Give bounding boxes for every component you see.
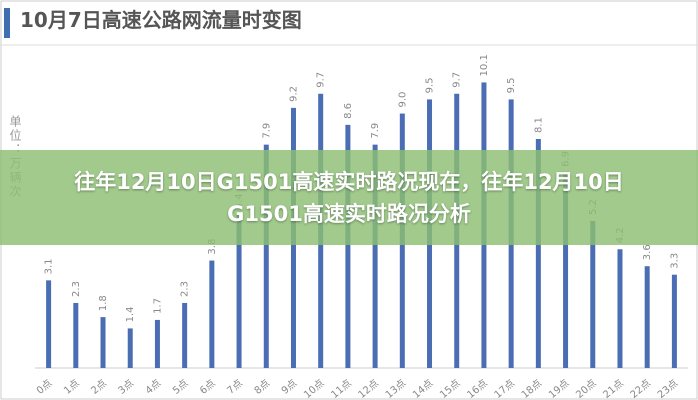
chart-title: 10月7日高速公路网流量时变图	[20, 8, 302, 32]
bar	[182, 302, 188, 368]
value-label: 3.3	[669, 253, 680, 269]
bar	[535, 138, 541, 368]
bar	[372, 144, 378, 368]
value-label: 2.3	[180, 281, 191, 297]
value-label: 10.1	[479, 54, 490, 76]
bar	[671, 274, 677, 368]
bar	[100, 317, 106, 368]
value-label: 9.0	[397, 92, 408, 108]
bar	[644, 266, 650, 368]
value-label: 3.6	[642, 244, 653, 260]
bar	[46, 280, 52, 368]
value-label: 1.8	[98, 295, 109, 311]
value-label: 7.9	[261, 123, 272, 139]
bar	[563, 172, 569, 368]
title-accent	[4, 8, 10, 38]
value-label: 3.1	[44, 258, 55, 274]
bar	[590, 220, 596, 368]
value-label: 8.6	[343, 103, 354, 119]
value-label: 8.1	[533, 117, 544, 133]
value-label: 1.4	[125, 307, 136, 323]
value-label: 9.7	[452, 72, 463, 88]
value-label: 1.7	[152, 298, 163, 314]
bar	[154, 319, 160, 368]
value-label: 9.7	[316, 72, 327, 88]
bar	[263, 144, 269, 368]
value-label: 9.2	[288, 86, 299, 102]
bar	[617, 249, 623, 368]
bar	[73, 302, 79, 368]
value-label: 2.3	[71, 281, 82, 297]
bar	[236, 215, 242, 368]
value-label: 9.5	[506, 78, 517, 94]
bar	[345, 124, 351, 368]
bar	[209, 260, 215, 368]
overlay-text: 往年12月10日G1501高速实时路况现在，往年12月10日G1501高速实时路…	[74, 169, 624, 226]
overlay-banner: 往年12月10日G1501高速实时路况现在，往年12月10日G1501高速实时路…	[0, 150, 698, 245]
value-label: 3.8	[207, 239, 218, 255]
value-label: 9.5	[425, 78, 436, 94]
bar	[127, 328, 133, 368]
value-label: 7.9	[370, 123, 381, 139]
